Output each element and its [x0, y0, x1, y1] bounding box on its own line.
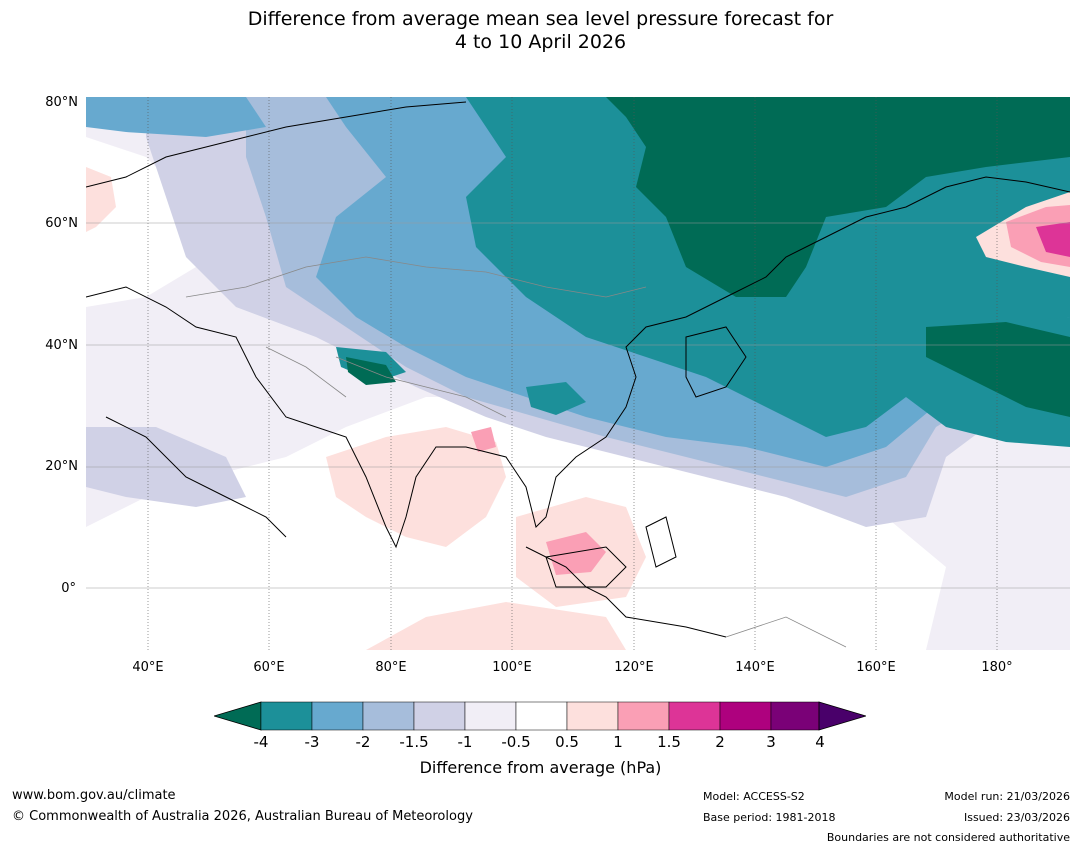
- lon-label-140e: 140°E: [735, 660, 775, 675]
- colorbar-bin-8: [617, 701, 670, 731]
- pressure-anomaly-map: [85, 97, 1071, 650]
- lat-label-40n: 40°N: [45, 338, 78, 353]
- footer-copyright: © Commonwealth of Australia 2026, Austra…: [12, 809, 473, 824]
- lon-label-80e: 80°E: [375, 660, 407, 675]
- map-canvas: [85, 97, 1071, 650]
- lat-label-20n: 20°N: [45, 459, 78, 474]
- contour-plus-1-bengal: [471, 427, 496, 452]
- colorbar-bin-1: [260, 701, 313, 731]
- graticule: [147, 97, 998, 650]
- colorbar-bin-11: [770, 701, 820, 731]
- colorbar-tick-minus-0-5: -0.5: [501, 733, 531, 751]
- coastlines: [85, 101, 1071, 638]
- lon-label-160e: 160°E: [856, 660, 896, 675]
- lon-label-60e: 60°E: [253, 660, 285, 675]
- colorbar-bin-5: [464, 701, 517, 731]
- colorbar-bin-7: [566, 701, 619, 731]
- lon-label-180: 180°: [981, 660, 1013, 675]
- colorbar-bin-6: [515, 701, 568, 731]
- colorbar-bin-4: [413, 701, 466, 731]
- contour-plus-0-5-india: [326, 427, 506, 547]
- footer-issued: Issued: 23/03/2026: [963, 811, 1070, 824]
- colorbar-tick-minus-4: -4: [253, 733, 269, 751]
- colorbar-tick-minus-1: -1: [457, 733, 473, 751]
- latitude-lines: [86, 222, 1070, 589]
- contour-minus-4: [606, 97, 1070, 297]
- contour-minus-3-china: [526, 382, 586, 415]
- chart-title-line1: Difference from average mean sea level p…: [247, 8, 834, 30]
- lat-label-80n: 80°N: [45, 95, 78, 110]
- colorbar-tick-4: 4: [815, 733, 825, 751]
- contour-plus-0-5-europe: [86, 167, 116, 232]
- colorbar-tick-2: 2: [715, 733, 725, 751]
- lon-label-40e: 40°E: [132, 660, 164, 675]
- footer-website: www.bom.gov.au/climate: [12, 788, 176, 803]
- colorbar-bin-2: [311, 701, 364, 731]
- footer-model-run: Model run: 21/03/2026: [944, 790, 1070, 803]
- colorbar-extend-low: [214, 701, 262, 731]
- footer-model: Model: ACCESS-S2: [703, 790, 805, 803]
- colorbar-bin-9: [668, 701, 721, 731]
- colorbar-tick-minus-3: -3: [304, 733, 320, 751]
- contour-minus-4-pacific: [926, 322, 1070, 417]
- footer-boundaries-note: Boundaries are not considered authoritat…: [826, 831, 1070, 844]
- lon-label-120e: 120°E: [614, 660, 654, 675]
- colorbar-tick-minus-2: -2: [355, 733, 371, 751]
- colorbar-extend-high: [818, 701, 866, 731]
- chart-title-line2: 4 to 10 April 2026: [454, 31, 627, 53]
- colorbar-tick-minus-1-5: -1.5: [399, 733, 429, 751]
- contour-plus-1-5-aleutian: [1036, 222, 1070, 257]
- colorbar-tick-0-5: 0.5: [555, 733, 579, 751]
- colorbar-bin-3: [362, 701, 415, 731]
- footer-base-period: Base period: 1981-2018: [703, 811, 836, 824]
- colorbar-bin-10: [719, 701, 772, 731]
- lat-label-0: 0°: [61, 581, 76, 596]
- colorbar: [214, 701, 866, 731]
- country-boundaries: [185, 256, 847, 648]
- contour-minus-2-west: [86, 97, 266, 137]
- colorbar-tick-1: 1: [613, 733, 623, 751]
- colorbar-tick-1-5: 1.5: [657, 733, 681, 751]
- chart-title: Difference from average mean sea level p…: [0, 8, 1081, 54]
- colorbar-label: Difference from average (hPa): [419, 758, 662, 777]
- lon-label-100e: 100°E: [492, 660, 532, 675]
- contour-plus-0-5-indian-ocean: [366, 602, 626, 650]
- colorbar-tick-3: 3: [766, 733, 776, 751]
- lat-label-60n: 60°N: [45, 216, 78, 231]
